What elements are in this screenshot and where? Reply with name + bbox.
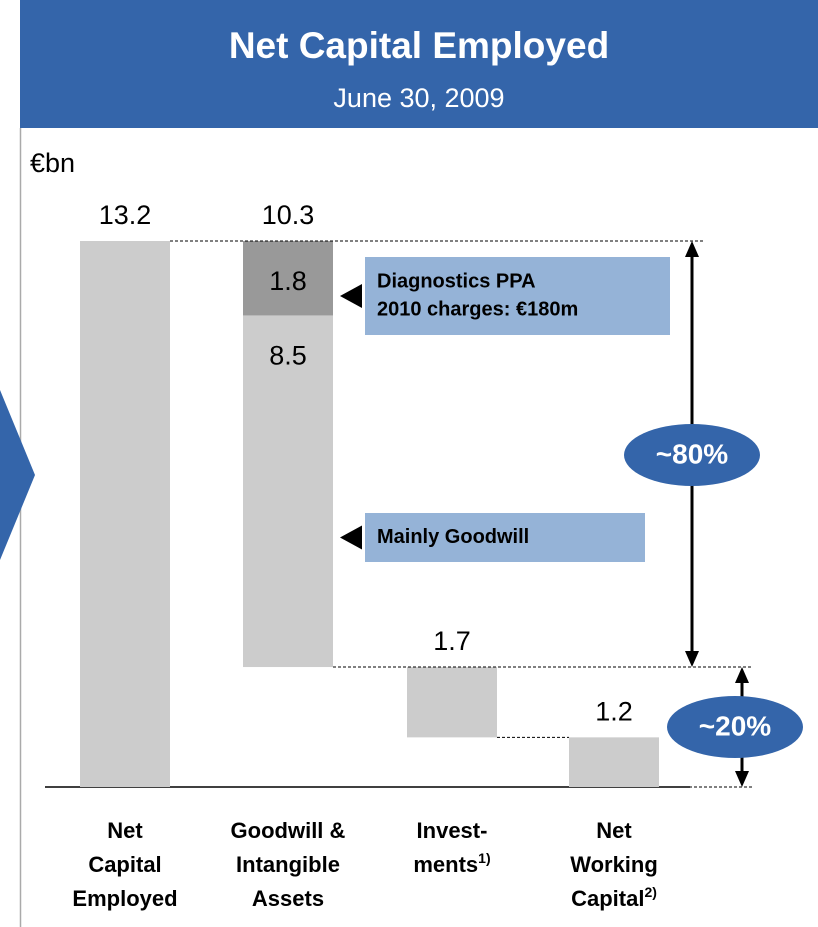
share-badge	[624, 424, 760, 486]
share-badge	[667, 696, 803, 758]
value-label: 13.2	[99, 200, 152, 230]
category-label: Invest-	[417, 818, 488, 843]
share-label: ~80%	[656, 438, 728, 469]
value-label: 1.7	[433, 626, 471, 656]
callout-pointer	[340, 525, 362, 550]
category-line: Employed	[72, 886, 177, 911]
category-line: Goodwill &	[231, 818, 346, 843]
category-label: ments1)	[413, 850, 490, 877]
side-arrow	[0, 390, 35, 560]
bar	[407, 667, 497, 738]
category-label: Net	[107, 818, 143, 843]
category-label: Capital	[88, 852, 161, 877]
category-line: Assets	[252, 886, 324, 911]
header	[20, 0, 818, 128]
arrow-head	[685, 651, 699, 668]
arrow-head	[685, 241, 699, 257]
category-label: Capital2)	[571, 884, 657, 911]
category-line: Capital	[571, 886, 644, 911]
callout-text: Mainly Goodwill	[377, 526, 529, 548]
category-line: Working	[570, 852, 658, 877]
chart-subtitle: June 30, 2009	[333, 83, 504, 113]
category-label: Assets	[252, 886, 324, 911]
callout-box	[365, 257, 670, 335]
callout-text: 2010 charges: €180m	[377, 298, 578, 320]
category-line: Net	[596, 818, 632, 843]
category-line: Intangible	[236, 852, 340, 877]
bar-segment	[243, 315, 333, 668]
category-line: ments	[413, 852, 478, 877]
callout-pointer	[340, 284, 362, 308]
arrow-head	[735, 771, 749, 787]
chart-title: Net Capital Employed	[229, 25, 609, 66]
category-label: Net	[596, 818, 632, 843]
share-label: ~20%	[699, 710, 771, 741]
arrow-head	[735, 667, 749, 684]
value-label: 1.2	[595, 696, 633, 726]
callout-text: Diagnostics PPA	[377, 270, 536, 292]
bar	[80, 241, 170, 787]
callout-box	[365, 513, 645, 562]
category-label: Intangible	[236, 852, 340, 877]
category-line: Invest-	[417, 818, 488, 843]
bar	[569, 737, 659, 787]
category-label: Employed	[72, 886, 177, 911]
category-label: Goodwill &	[231, 818, 346, 843]
value-label: 10.3	[262, 200, 315, 230]
footnote-mark: 1)	[478, 850, 490, 866]
segment-label: 8.5	[269, 341, 307, 371]
footnote-mark: 2)	[644, 884, 656, 900]
bar-segment	[243, 241, 333, 316]
category-label: Working	[570, 852, 658, 877]
category-line: Capital	[88, 852, 161, 877]
segment-label: 1.8	[269, 266, 307, 296]
category-line: Net	[107, 818, 143, 843]
unit-label: €bn	[30, 148, 75, 178]
